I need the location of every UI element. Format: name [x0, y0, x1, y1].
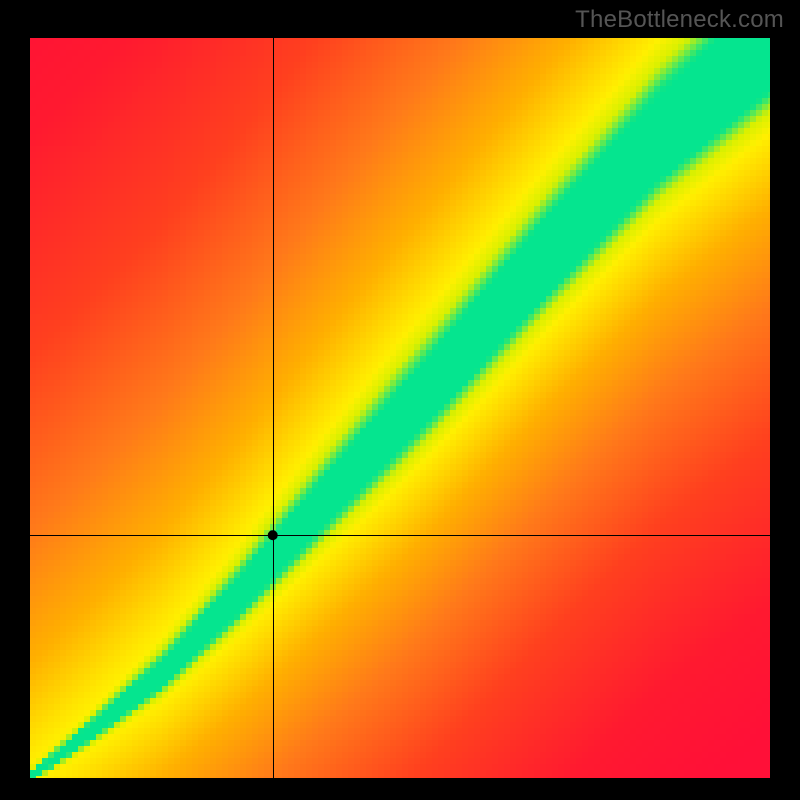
heatmap-plot [30, 38, 770, 778]
watermark-text: TheBottleneck.com [575, 6, 784, 34]
